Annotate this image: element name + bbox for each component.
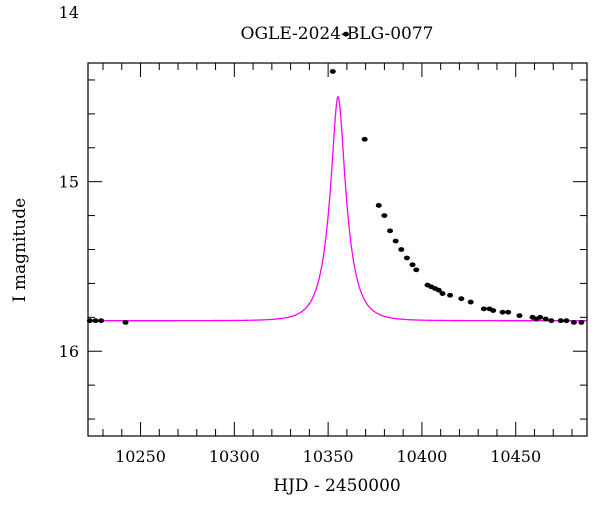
data-point: [387, 228, 394, 234]
data-point: [480, 306, 487, 312]
x-tick-label: 10300: [209, 447, 260, 466]
x-tick-label: 10250: [115, 447, 166, 466]
data-point: [505, 309, 512, 315]
data-point: [557, 318, 564, 324]
data-point: [398, 247, 405, 252]
y-tick-label: 14: [59, 3, 79, 22]
data-point: [403, 255, 410, 261]
x-tick-label: 10400: [396, 447, 447, 466]
tick-labels: 10250 10300 10350 10400 10450 14 15 16: [59, 3, 542, 466]
data-point: [92, 318, 99, 324]
axis-ticks: [88, 63, 587, 436]
data-points: [86, 31, 585, 325]
chart-title: OGLE-2024-BLG-0077: [241, 24, 434, 44]
data-point: [499, 309, 506, 315]
data-point: [98, 318, 105, 324]
data-point: [439, 291, 446, 296]
data-point: [329, 69, 336, 74]
x-tick-label: 10350: [303, 447, 354, 466]
data-point: [458, 296, 465, 302]
data-point: [392, 238, 399, 244]
data-point: [435, 287, 442, 293]
data-point: [342, 31, 349, 37]
data-point: [516, 313, 523, 319]
data-point: [542, 316, 549, 322]
data-point: [578, 320, 585, 325]
data-point: [381, 213, 388, 218]
data-point: [413, 267, 420, 273]
data-point: [537, 314, 544, 320]
y-axis-label: I magnitude: [10, 198, 30, 302]
data-point: [490, 308, 497, 313]
data-point: [375, 203, 382, 208]
data-point: [361, 136, 368, 142]
y-tick-label: 15: [59, 173, 79, 192]
data-point: [122, 320, 129, 325]
x-tick-label: 10450: [490, 447, 541, 466]
data-point: [548, 318, 555, 324]
plot-frame: [87, 62, 588, 437]
data-point: [563, 318, 570, 324]
y-tick-label: 16: [59, 342, 79, 361]
data-point: [570, 320, 577, 325]
data-point: [409, 262, 416, 268]
model-curve: [88, 95, 587, 322]
data-point: [467, 299, 474, 305]
x-axis-label: HJD - 2450000: [273, 476, 401, 496]
plot-area: 10250 10300 10350 10400 10450 14 15 16: [59, 3, 588, 466]
data-point: [447, 292, 454, 298]
model-layer: [88, 95, 587, 322]
